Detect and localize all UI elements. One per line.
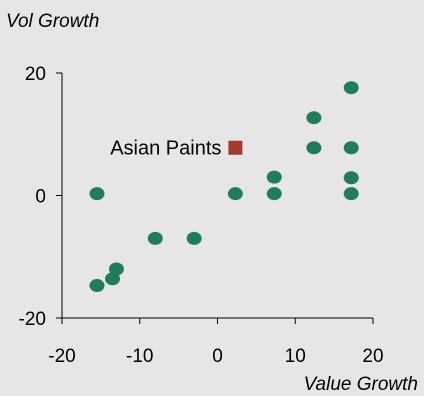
data-point [266,187,282,201]
y-tick-label: 20 [25,64,46,85]
axes: -20 0 20 -20 -10 0 10 20 [19,64,384,367]
data-point [227,187,243,201]
y-tick-label: -20 [19,309,46,330]
data-point [89,279,105,293]
data-point [306,141,322,155]
data-point [343,141,359,155]
data-point [89,187,105,201]
data-point [186,231,202,245]
data-point [108,262,124,276]
x-tick-label: 10 [285,346,306,367]
x-axis-title: Value Growth [304,374,418,395]
x-tick-label: -20 [48,346,75,367]
x-tick-label: 20 [362,346,383,367]
data-point-square [228,140,243,155]
y-tick-label: 0 [35,187,46,208]
data-point [343,81,359,95]
data-marks [89,81,359,293]
x-tick-label: 0 [212,346,223,367]
data-point [147,231,163,245]
data-point [343,187,359,201]
data-point [266,170,282,184]
chart-title: Vol Growth [6,11,99,32]
data-point [105,272,121,286]
point-annotation: Asian Paints [110,138,221,160]
data-point [343,171,359,185]
annotations: Asian Paints [110,138,221,160]
data-point [306,111,322,125]
x-tick-label: -10 [126,346,153,367]
